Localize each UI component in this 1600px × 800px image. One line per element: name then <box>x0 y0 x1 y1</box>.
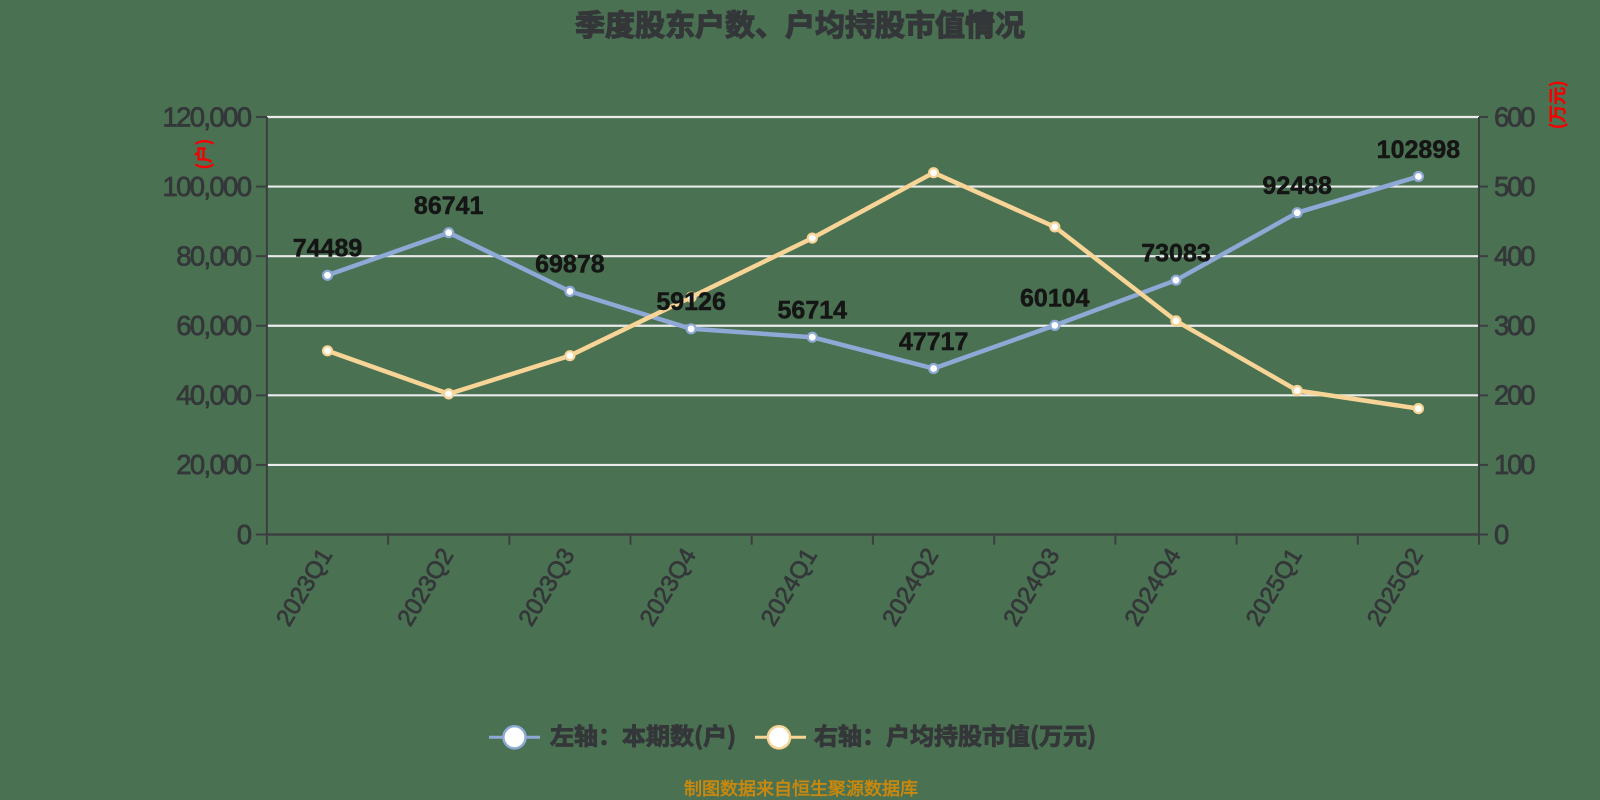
svg-text:92488: 92488 <box>1262 172 1332 200</box>
svg-text:500: 500 <box>1494 171 1536 202</box>
svg-text:100,000: 100,000 <box>163 171 253 202</box>
svg-text:69878: 69878 <box>535 251 605 279</box>
svg-text:59126: 59126 <box>656 288 726 316</box>
svg-text:200: 200 <box>1494 380 1536 411</box>
svg-text:20,000: 20,000 <box>176 449 252 480</box>
svg-text:86741: 86741 <box>414 192 484 220</box>
svg-text:300: 300 <box>1494 310 1536 341</box>
svg-text:40,000: 40,000 <box>176 380 252 411</box>
svg-text:0: 0 <box>237 519 252 550</box>
svg-text:0: 0 <box>1494 519 1509 550</box>
svg-text:120,000: 120,000 <box>163 101 253 132</box>
svg-text:400: 400 <box>1494 241 1536 272</box>
svg-text:60,000: 60,000 <box>176 310 252 341</box>
svg-text:102898: 102898 <box>1377 136 1461 164</box>
svg-text:600: 600 <box>1494 101 1536 132</box>
svg-text:80,000: 80,000 <box>176 241 252 272</box>
svg-text:56714: 56714 <box>778 297 848 325</box>
svg-text:74489: 74489 <box>293 235 363 263</box>
svg-text:47717: 47717 <box>899 328 969 356</box>
svg-text:73083: 73083 <box>1141 240 1211 268</box>
svg-text:100: 100 <box>1494 449 1536 480</box>
svg-text:60104: 60104 <box>1020 285 1090 313</box>
